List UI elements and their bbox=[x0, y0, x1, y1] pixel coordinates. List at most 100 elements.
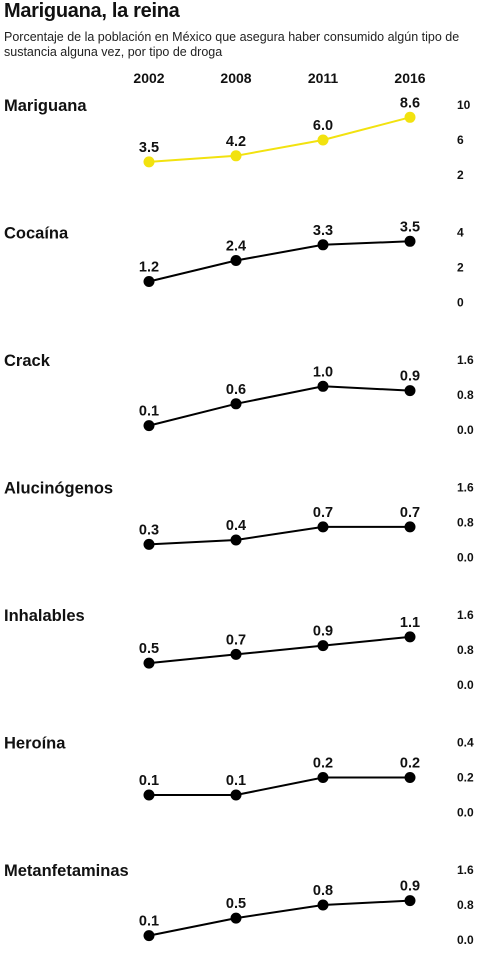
panel-heroina: Heroína 0.4 0.2 0.0 0.1 0.1 0.2 0.2 bbox=[4, 735, 474, 820]
data-point-alucinogenos bbox=[143, 538, 155, 550]
data-label-mariguana: 4.2 bbox=[226, 134, 246, 150]
data-point-metanfetaminas bbox=[404, 895, 416, 907]
data-point-mariguana bbox=[404, 111, 416, 123]
y-tick-alucinogenos: 1.6 bbox=[457, 481, 474, 495]
data-label-mariguana: 3.5 bbox=[139, 140, 159, 156]
data-point-cocaina bbox=[404, 235, 416, 247]
data-point-inhalables bbox=[230, 648, 242, 660]
y-tick-heroina: 0.0 bbox=[457, 806, 474, 820]
data-label-inhalables: 1.1 bbox=[400, 615, 420, 631]
panel-mariguana: Mariguana 10 6 2 3.5 4.2 6.0 8.6 bbox=[4, 95, 471, 182]
panel-alucinogenos: Alucinógenos 1.6 0.8 0.0 0.3 0.4 0.7 0.7 bbox=[4, 480, 474, 565]
data-label-metanfetaminas: 0.9 bbox=[400, 879, 420, 895]
data-label-alucinogenos: 0.3 bbox=[139, 522, 159, 538]
y-tick-cocaina: 0 bbox=[457, 296, 464, 310]
panel-crack: Crack 1.6 0.8 0.0 0.1 0.6 1.0 0.9 bbox=[4, 352, 474, 437]
data-label-alucinogenos: 0.7 bbox=[313, 505, 333, 521]
data-label-cocaina: 1.2 bbox=[139, 260, 159, 276]
data-point-cocaina bbox=[317, 239, 329, 251]
data-label-cocaina: 2.4 bbox=[226, 239, 246, 255]
data-point-crack bbox=[317, 380, 329, 392]
data-label-heroina: 0.2 bbox=[400, 756, 420, 772]
panel-title-alucinogenos: Alucinógenos bbox=[4, 480, 113, 498]
data-label-inhalables: 0.9 bbox=[313, 624, 333, 640]
year-label-2011: 2011 bbox=[307, 70, 339, 86]
year-label-2016: 2016 bbox=[394, 70, 426, 86]
y-tick-metanfetaminas: 0.8 bbox=[457, 898, 474, 912]
series-line-inhalables bbox=[148, 635, 411, 665]
series-line-mariguana bbox=[148, 116, 411, 163]
y-tick-mariguana: 6 bbox=[457, 133, 464, 147]
data-point-alucinogenos bbox=[230, 534, 242, 546]
data-label-metanfetaminas: 0.8 bbox=[313, 883, 333, 899]
data-point-inhalables bbox=[143, 657, 155, 669]
y-tick-metanfetaminas: 1.6 bbox=[457, 863, 474, 877]
data-point-alucinogenos bbox=[317, 521, 329, 533]
y-tick-metanfetaminas: 0.0 bbox=[457, 933, 474, 947]
panel-title-metanfetaminas: Metanfetaminas bbox=[4, 862, 129, 880]
data-point-heroina bbox=[317, 772, 329, 783]
y-tick-alucinogenos: 0.8 bbox=[457, 516, 474, 530]
data-point-inhalables bbox=[317, 640, 329, 652]
data-point-heroina bbox=[404, 772, 416, 783]
data-label-alucinogenos: 0.4 bbox=[226, 518, 246, 534]
y-tick-inhalables: 0.8 bbox=[457, 643, 474, 657]
data-point-alucinogenos bbox=[404, 521, 416, 533]
y-tick-cocaina: 4 bbox=[457, 226, 464, 240]
data-point-metanfetaminas bbox=[230, 912, 242, 924]
data-point-crack bbox=[143, 420, 155, 432]
panel-cocaina: Cocaína 4 2 0 1.2 2.4 3.3 3.5 bbox=[4, 219, 464, 309]
y-tick-inhalables: 1.6 bbox=[457, 608, 474, 622]
data-point-mariguana bbox=[143, 156, 155, 168]
data-label-crack: 1.0 bbox=[313, 364, 333, 380]
data-label-crack: 0.1 bbox=[139, 404, 159, 420]
data-label-crack: 0.6 bbox=[226, 382, 246, 398]
data-point-heroina bbox=[230, 789, 242, 801]
panel-title-crack: Crack bbox=[4, 352, 51, 370]
y-tick-heroina: 0.2 bbox=[457, 771, 474, 785]
data-label-heroina: 0.1 bbox=[139, 773, 159, 789]
y-tick-alucinogenos: 0.0 bbox=[457, 551, 474, 565]
y-tick-crack: 1.6 bbox=[457, 353, 474, 367]
y-tick-crack: 0.0 bbox=[457, 423, 474, 437]
year-label-2008: 2008 bbox=[220, 70, 252, 86]
data-label-mariguana: 6.0 bbox=[313, 118, 333, 134]
panel-inhalables: Inhalables 1.6 0.8 0.0 0.5 0.7 0.9 1.1 bbox=[4, 607, 474, 692]
data-label-inhalables: 0.5 bbox=[139, 641, 159, 657]
data-point-metanfetaminas bbox=[317, 899, 329, 911]
series-line-crack bbox=[148, 385, 411, 427]
data-label-cocaina: 3.3 bbox=[313, 223, 333, 239]
data-label-heroina: 0.1 bbox=[226, 773, 246, 789]
data-point-crack bbox=[404, 385, 416, 397]
data-point-cocaina bbox=[230, 255, 242, 266]
y-tick-mariguana: 10 bbox=[457, 98, 471, 112]
chart-title: Mariguana, la reina bbox=[4, 0, 180, 22]
panel-metanfetaminas: Metanfetaminas 1.6 0.8 0.0 0.1 0.5 0.8 0.9 bbox=[4, 862, 474, 947]
chart-subtitle: Porcentaje de la población en México que… bbox=[4, 30, 460, 59]
series-line-metanfetaminas bbox=[148, 899, 411, 937]
panel-title-inhalables: Inhalables bbox=[4, 607, 85, 625]
data-point-metanfetaminas bbox=[143, 930, 155, 942]
data-label-inhalables: 0.7 bbox=[226, 632, 246, 648]
data-label-mariguana: 8.6 bbox=[400, 95, 420, 111]
year-label-2002: 2002 bbox=[133, 70, 165, 86]
y-tick-crack: 0.8 bbox=[457, 388, 474, 402]
data-label-crack: 0.9 bbox=[400, 369, 420, 385]
y-tick-mariguana: 2 bbox=[457, 168, 464, 182]
data-point-mariguana bbox=[317, 134, 329, 146]
data-point-crack bbox=[230, 398, 242, 410]
data-point-cocaina bbox=[143, 276, 155, 287]
data-label-metanfetaminas: 0.1 bbox=[139, 914, 159, 930]
data-label-alucinogenos: 0.7 bbox=[400, 505, 420, 521]
panel-title-cocaina: Cocaína bbox=[4, 225, 69, 243]
y-tick-heroina: 0.4 bbox=[457, 736, 474, 750]
data-point-heroina bbox=[143, 789, 155, 801]
y-tick-cocaina: 2 bbox=[457, 261, 464, 275]
data-label-cocaina: 3.5 bbox=[400, 219, 420, 235]
series-line-cocaina bbox=[148, 240, 411, 283]
data-label-heroina: 0.2 bbox=[313, 756, 333, 772]
data-point-inhalables bbox=[404, 631, 416, 643]
series-line-heroina bbox=[149, 776, 410, 796]
data-point-mariguana bbox=[230, 150, 242, 162]
